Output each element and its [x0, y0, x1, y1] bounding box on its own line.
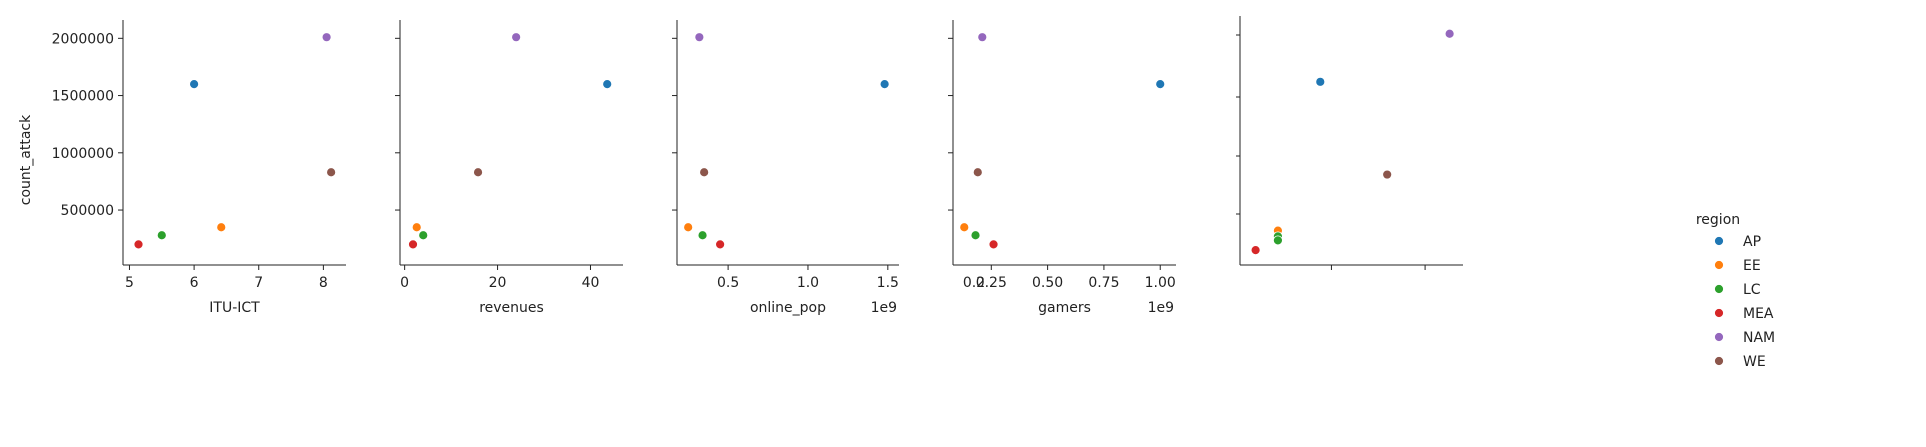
point-ap	[1315, 76, 1326, 87]
point-lc	[156, 230, 167, 241]
point-ee	[683, 222, 694, 233]
point-mea	[408, 239, 418, 250]
legend-marker-ee	[1714, 260, 1724, 270]
x-tick-label: 1.0	[797, 275, 819, 291]
legend-marker-lc	[1714, 284, 1724, 294]
point-we	[699, 167, 710, 178]
legend-label-nam: NAM	[1743, 330, 1775, 346]
y-tick-label: 1500000	[52, 89, 114, 105]
x-axis-label: revenues	[479, 300, 544, 316]
legend-label-ap: AP	[1743, 234, 1761, 250]
point-we	[473, 167, 483, 178]
x-axis-offset: 1e9	[1148, 300, 1174, 316]
point-we	[326, 167, 337, 178]
panel-itu-ict: 500000 1000000 1500000 2000000 5 6 7 8 ITU-ICT	[52, 20, 346, 316]
point-lc	[1273, 235, 1283, 246]
scatter-panels: 500000 1000000 1500000 2000000 5 6 7 8 ITU-ICT 0 2…	[52, 16, 1463, 316]
legend-marker-nam	[1714, 332, 1724, 342]
point-nam	[694, 32, 705, 43]
point-ap	[602, 79, 613, 90]
x-axis-label: online_pop	[750, 300, 826, 316]
point-nam	[321, 32, 332, 43]
point-we	[972, 167, 983, 178]
x-tick-label: 8	[319, 275, 328, 291]
point-ee	[959, 222, 970, 233]
y-tick-label: 500000	[61, 203, 114, 219]
x-tick-label: 0.25	[976, 275, 1007, 291]
y-axis-label: count_attack	[18, 114, 34, 205]
x-axis-offset: 1e9	[871, 300, 897, 316]
point-mea	[1250, 245, 1261, 256]
point-mea	[715, 239, 726, 250]
x-tick-label: 0.75	[1088, 275, 1119, 291]
point-mea	[133, 239, 144, 250]
legend: region AP EE LC MEA NAM WE	[1696, 212, 1775, 370]
y-tick-label: 2000000	[52, 31, 114, 47]
panel-fifth	[1236, 16, 1463, 270]
legend-marker-we	[1714, 356, 1724, 366]
legend-label-mea: MEA	[1743, 306, 1774, 322]
legend-marker-ap	[1714, 236, 1724, 246]
point-lc	[697, 230, 708, 241]
panel-revenues: 0 20 40 revenues	[395, 20, 623, 316]
point-we	[1382, 169, 1393, 180]
point-nam	[511, 32, 522, 43]
x-tick-label: 0.2	[963, 275, 985, 291]
x-axis-label: gamers	[1038, 300, 1091, 316]
x-tick-label: 20	[489, 275, 507, 291]
legend-marker-mea	[1714, 308, 1724, 318]
point-ap	[189, 79, 200, 90]
point-nam	[977, 32, 988, 43]
point-ee	[216, 222, 227, 233]
legend-title: region	[1696, 212, 1740, 228]
legend-label-ee: EE	[1743, 258, 1761, 274]
legend-label-we: WE	[1743, 354, 1766, 370]
x-tick-label: 0.5	[717, 275, 739, 291]
point-mea	[988, 239, 999, 250]
point-nam	[1444, 28, 1455, 39]
point-lc	[970, 230, 981, 241]
point-ee	[411, 222, 422, 233]
x-tick-label: 1.00	[1145, 275, 1176, 291]
point-lc	[418, 230, 429, 241]
x-tick-label: 40	[582, 275, 600, 291]
x-tick-label: 6	[190, 275, 199, 291]
x-tick-label: 7	[254, 275, 263, 291]
x-tick-label: 0	[400, 275, 409, 291]
point-ap	[1155, 79, 1166, 90]
x-tick-label: 0.50	[1032, 275, 1063, 291]
point-ap	[879, 79, 890, 90]
panel-online-pop: 0.5 1.0 1.5 online_pop 1e9	[672, 20, 899, 316]
x-tick-label: 5	[125, 275, 134, 291]
y-tick-label: 1000000	[52, 146, 114, 162]
panel-gamers: 0.25 0.50 0.75 1.00 0.2 gamers 1e9	[948, 20, 1176, 316]
x-axis-label: ITU-ICT	[209, 300, 260, 316]
x-tick-label: 1.5	[877, 275, 899, 291]
legend-label-lc: LC	[1743, 282, 1761, 298]
legend-entries: AP EE LC MEA NAM WE	[1714, 234, 1775, 370]
